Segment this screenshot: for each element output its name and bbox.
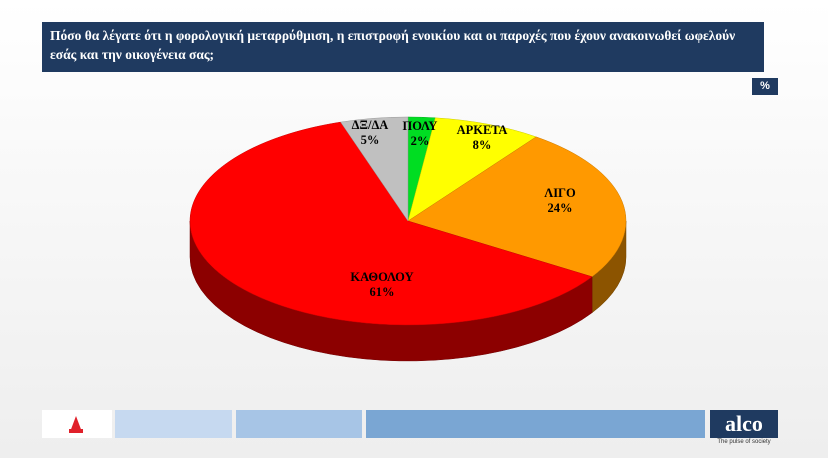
footer-logo-box [42,410,112,438]
slice-value-label: 5% [361,133,380,147]
slice-label: ΑΡΚΕΤΑ [457,123,508,137]
pie-slice [407,117,537,222]
footer-icon [69,416,83,433]
brand-logo: alco [710,410,778,438]
unit-badge: % [752,78,778,95]
slice-value-label: 2% [411,134,430,148]
pie-slice [189,121,593,326]
slice-label: ΠΟΛΥ [403,119,438,133]
slice-label: ΚΑΘΟΛΟΥ [350,270,413,284]
slice-value-label: 61% [370,285,395,299]
footer-bar [236,410,362,438]
slice-label: ΔΞ/ΔΑ [352,118,389,132]
footer-bar [115,410,232,438]
pie-slice [340,116,409,222]
slice-value-label: 24% [548,201,573,215]
chart-title: Πόσο θα λέγατε ότι η φορολογική μεταρρύθ… [42,22,764,72]
pie-slice [407,136,627,278]
slice-label: ΛΙΓΟ [544,186,576,200]
slice-value-label: 8% [473,138,492,152]
footer-bar [366,410,705,438]
brand-tagline: The pulse of society [717,439,771,445]
